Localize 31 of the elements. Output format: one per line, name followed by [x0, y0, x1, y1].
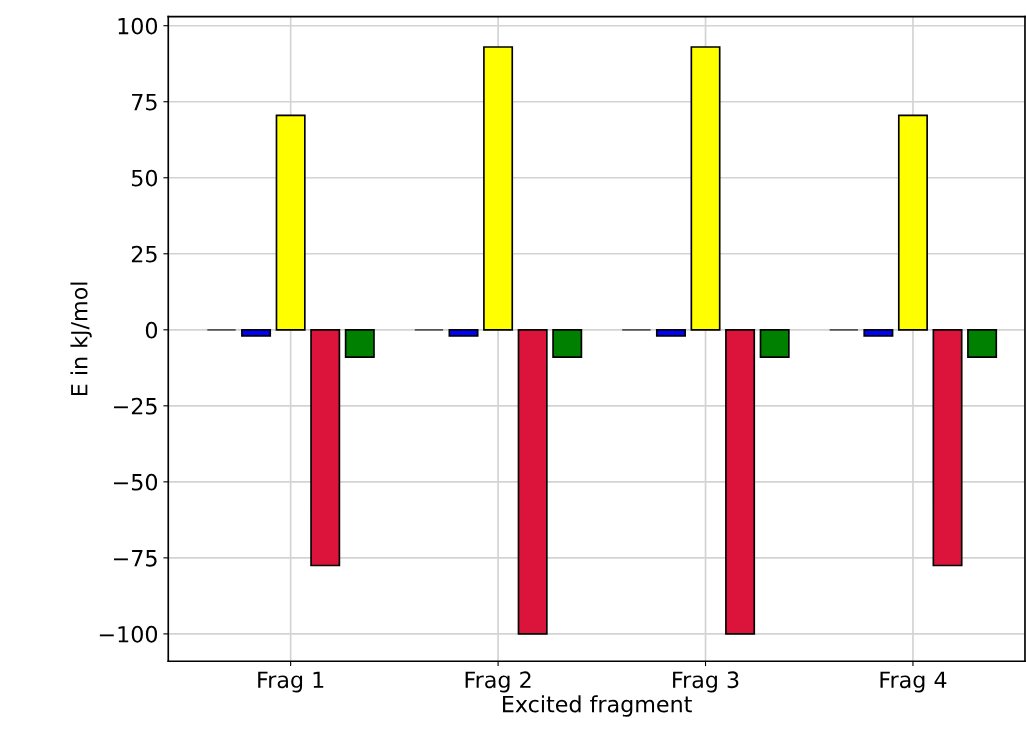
bar: [725, 328, 756, 635]
y-tick-label: 0: [145, 321, 158, 339]
bar: [897, 114, 928, 331]
bar: [310, 328, 341, 567]
bar: [344, 328, 375, 359]
y-axis-title: E in kJ/mol: [70, 282, 92, 396]
y-tick-label: 25: [131, 245, 157, 263]
y-tick-label: −100: [99, 625, 158, 643]
bar: [863, 328, 894, 337]
y-tick-label: −50: [114, 473, 158, 491]
bar: [448, 328, 479, 337]
x-tick-label: Frag 2: [465, 671, 531, 693]
y-tick-label: 75: [132, 93, 157, 111]
bar: [275, 114, 306, 331]
x-tick-label: Frag 1: [258, 671, 324, 693]
x-axis-title: Excited fragment: [503, 695, 692, 717]
bar: [655, 328, 686, 337]
bar: [552, 328, 583, 359]
bar: [759, 328, 790, 359]
bar: [932, 328, 963, 567]
y-tick-label: 50: [131, 169, 158, 187]
bar: [483, 46, 514, 331]
bar: [517, 328, 548, 635]
bar: [241, 328, 272, 337]
x-tick-label: Frag 3: [673, 671, 739, 693]
bar: [690, 46, 721, 331]
bar: [967, 328, 998, 359]
y-tick-label: −75: [114, 550, 157, 567]
x-tick-label: Frag 4: [880, 671, 947, 693]
y-tick-label: −25: [114, 397, 157, 415]
y-tick-label: 100: [118, 17, 158, 35]
